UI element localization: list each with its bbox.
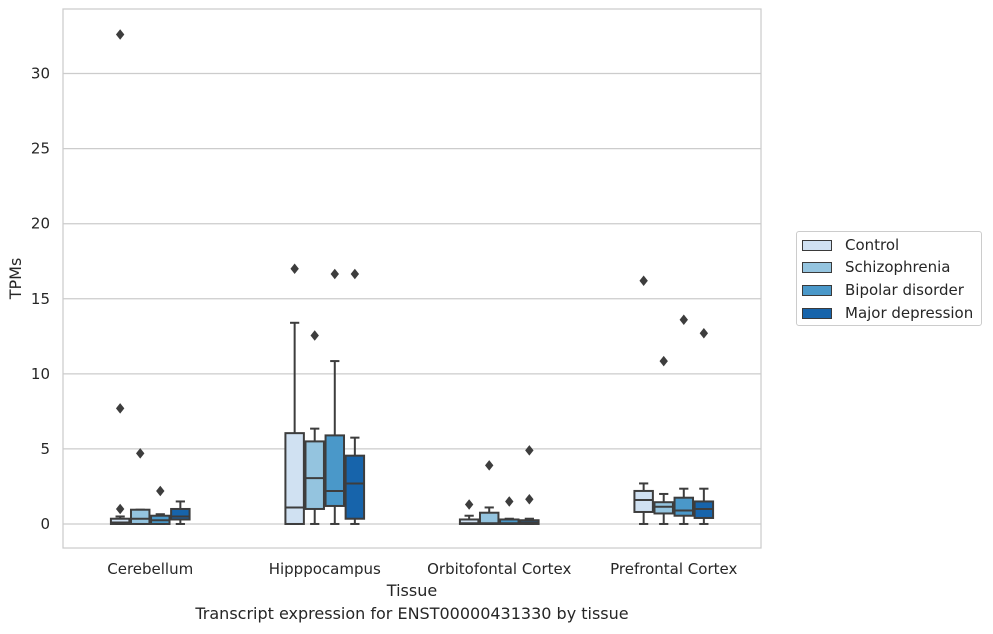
flier-point: [290, 263, 299, 274]
box-body: [673, 496, 695, 517]
flier-point: [310, 330, 319, 341]
box-1-2: [478, 460, 500, 525]
y-tick-labels: 0 5 10 15 20 25 30: [31, 65, 50, 533]
flier-point: [156, 485, 165, 497]
legend-item-schizophrenia: Schizophrenia: [802, 256, 950, 278]
box-body: [304, 440, 325, 510]
box-body: [170, 507, 191, 521]
legend-label-bipolar-disorder: Bipolar disorder: [845, 281, 964, 299]
y-tick-label: 10: [31, 365, 50, 383]
flier-point: [330, 268, 339, 280]
y-axis-label: TPMs: [6, 258, 25, 301]
flier-point: [525, 493, 534, 505]
x-tick-label: Prefrontal Cortex: [610, 560, 737, 578]
flier-point: [639, 275, 648, 287]
y-tick-label: 25: [31, 140, 50, 158]
legend-label-major-depression: Major depression: [845, 304, 974, 322]
y-tick-label: 20: [31, 215, 50, 233]
flier-point: [525, 445, 534, 456]
box-series: [109, 29, 715, 525]
box-2-3: [673, 314, 695, 525]
flier-point: [699, 328, 709, 339]
x-tick-label: Cerebellum: [107, 560, 193, 578]
legend-item-control: Control: [802, 234, 899, 256]
flier-point: [115, 403, 125, 414]
box-3-2: [519, 445, 540, 525]
legend-swatch-major-depression: [802, 307, 832, 319]
legend: Control Schizophrenia Bipolar disorder M…: [796, 231, 982, 326]
flier-point: [350, 268, 360, 280]
legend-item-bipolar-disorder: Bipolar disorder: [802, 279, 964, 301]
grid-lines: [63, 72, 761, 525]
y-tick-label: 15: [31, 290, 50, 308]
flier-point: [679, 314, 688, 326]
box-2-1: [324, 268, 346, 525]
box-0-1: [284, 263, 305, 525]
x-tick-labels: Cerebellum Hipppocampus Orbitofontal Corte…: [107, 560, 737, 578]
legend-swatch-bipolar-disorder: [802, 284, 832, 296]
box-3-0: [170, 500, 191, 525]
box-2-0: [150, 485, 171, 525]
chart-caption: Transcript expression for ENST0000043133…: [195, 604, 629, 623]
legend-item-major-depression: Major depression: [802, 302, 973, 324]
legend-label-schizophrenia: Schizophrenia: [845, 258, 951, 276]
box-1-0: [129, 448, 151, 525]
y-tick-label: 5: [40, 440, 50, 458]
box-3-1: [344, 268, 366, 525]
box-body: [653, 501, 674, 515]
x-axis-label: Tissue: [386, 581, 437, 600]
flier-point: [115, 503, 125, 515]
box-body: [633, 489, 654, 513]
flier-point: [659, 355, 668, 367]
x-tick-label: Orbitofontal Cortex: [427, 560, 571, 578]
box-1-1: [304, 330, 325, 525]
legend-swatch-control: [802, 239, 832, 251]
box-0-3: [633, 275, 654, 525]
y-tick-label: 30: [31, 65, 50, 83]
box-3-3: [693, 328, 715, 525]
box-0-2: [458, 499, 480, 525]
box-body: [129, 508, 151, 525]
box-body: [344, 454, 366, 520]
box-body: [284, 432, 305, 525]
legend-label-control: Control: [845, 236, 900, 254]
flier-point: [136, 448, 145, 459]
box-body: [324, 434, 346, 507]
legend-swatch-schizophrenia: [802, 261, 832, 273]
box-1-3: [653, 355, 674, 525]
flier-point: [505, 496, 514, 507]
box-body: [109, 517, 131, 525]
box-2-2: [499, 496, 520, 525]
flier-point: [485, 460, 494, 471]
x-tick-label: Hipppocampus: [269, 560, 381, 578]
flier-point: [115, 29, 125, 40]
flier-point: [464, 499, 474, 510]
y-tick-label: 0: [40, 515, 50, 533]
box-0-0: [109, 29, 131, 525]
plot-area-frame: [62, 8, 762, 549]
